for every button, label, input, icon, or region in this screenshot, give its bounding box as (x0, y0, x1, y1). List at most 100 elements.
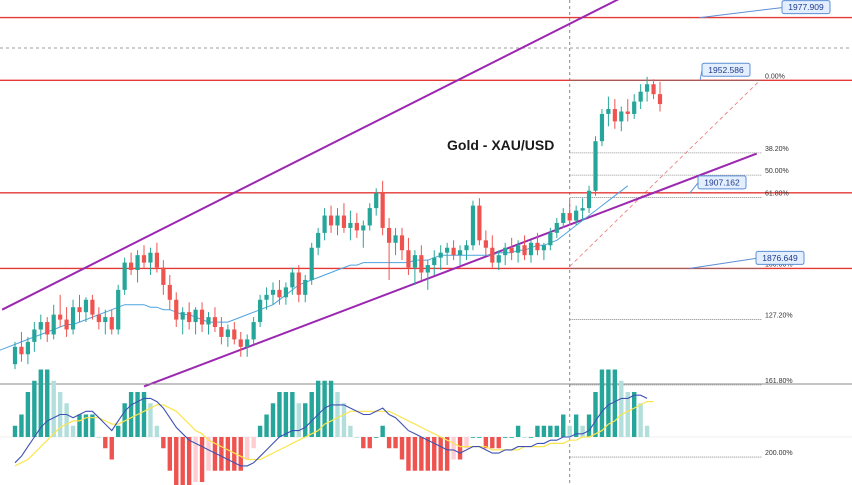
candle-body (522, 245, 527, 256)
candle (451, 240, 456, 261)
candle-body (225, 329, 230, 337)
channel-layer (1, 0, 758, 388)
candle (522, 235, 527, 261)
macd-histogram-bar (109, 437, 114, 460)
macd-histogram-bar (180, 437, 185, 485)
candle-body (232, 329, 237, 340)
candle-body (393, 235, 398, 243)
candle (135, 250, 140, 283)
candle (245, 334, 250, 357)
candle (322, 208, 327, 241)
macd-histogram-bar (509, 437, 514, 438)
candle-body (586, 190, 592, 209)
candle-body (296, 272, 301, 295)
macd-histogram-bar (632, 392, 637, 437)
macd-histogram-bar (77, 414, 82, 437)
candle-body (483, 240, 488, 248)
candle (599, 109, 605, 147)
candle (58, 294, 63, 328)
macd-histogram-bar (451, 437, 456, 460)
candle-body (561, 213, 566, 223)
macd-histogram-bar (283, 392, 289, 437)
macd-histogram-bar (548, 425, 553, 437)
candle (438, 245, 443, 271)
macd-histogram-bar (580, 425, 585, 437)
macd-histogram-bar (490, 437, 495, 449)
macd-histogram-bar (45, 369, 50, 437)
candle (374, 188, 379, 216)
candle-body (638, 91, 643, 102)
candle-body (425, 265, 430, 273)
candle-body (625, 111, 630, 114)
candle-body (341, 215, 347, 228)
candle (509, 237, 514, 261)
candle (109, 309, 114, 335)
candle (612, 99, 617, 129)
candle (483, 230, 488, 256)
candle-body (387, 227, 392, 243)
macd-histogram-bar (154, 425, 160, 437)
candle (574, 205, 579, 226)
macd-histogram-bar (438, 437, 443, 471)
candle (348, 210, 353, 241)
macd-signal-line (14, 401, 654, 467)
macd-histogram-bar (212, 437, 218, 471)
candle-body (528, 242, 534, 256)
candle-body (328, 215, 334, 226)
candle-body (103, 317, 108, 323)
candle-body (96, 314, 101, 323)
macd-histogram-bar (38, 369, 43, 437)
candle (103, 309, 108, 335)
candle (193, 307, 198, 335)
candles-layer (12, 76, 663, 370)
fib-level-label: 100.00% (765, 261, 793, 268)
macd-histogram-bar (412, 437, 418, 471)
candle-body (193, 309, 198, 323)
channel-upper-line (1, 0, 620, 311)
macd-histogram-bar (206, 437, 211, 471)
macd-histogram-bar (638, 403, 643, 437)
macd-histogram-bar (406, 437, 411, 471)
price-tag-leader (689, 257, 757, 269)
macd-histogram-bar (354, 437, 360, 438)
candle-body (270, 289, 276, 295)
macd-histogram-bar (309, 392, 314, 437)
candle (477, 198, 482, 246)
candle-body (374, 193, 379, 209)
candle-body (70, 307, 76, 330)
macd-histogram-bar (251, 437, 256, 449)
candle-body (316, 232, 321, 248)
macd-histogram-bar (277, 392, 282, 437)
macd-histogram-bar (619, 380, 624, 437)
candle-body (645, 84, 650, 92)
fib-level-label: 0.00% (765, 73, 785, 80)
candle (528, 240, 534, 263)
macd-histogram-bar (470, 437, 476, 438)
candle-body (25, 341, 30, 355)
candle (277, 279, 282, 305)
candle (264, 287, 269, 310)
candle-body (219, 327, 224, 337)
fib-trend-line (569, 80, 761, 267)
macd-histogram-bar (503, 437, 508, 438)
candle (625, 99, 630, 122)
candle-body (38, 322, 43, 330)
candle (309, 242, 314, 285)
macd-histogram-bar (561, 414, 566, 437)
macd-histogram-bar (225, 437, 231, 471)
candle (548, 227, 553, 251)
candle-body (367, 208, 372, 226)
candle-body (199, 309, 205, 325)
candle (70, 299, 76, 335)
macd-histogram-bar (232, 437, 237, 471)
macd-histogram-bar (116, 425, 121, 437)
macd-histogram-bar (399, 437, 405, 460)
candle (541, 242, 546, 261)
macd-histogram-bar (199, 437, 205, 482)
macd-histogram-bar (19, 414, 24, 437)
candle (83, 297, 89, 323)
candle-body (496, 255, 501, 263)
candle-body (380, 193, 385, 228)
macd-histogram-bar (644, 425, 650, 437)
candle (567, 200, 572, 226)
